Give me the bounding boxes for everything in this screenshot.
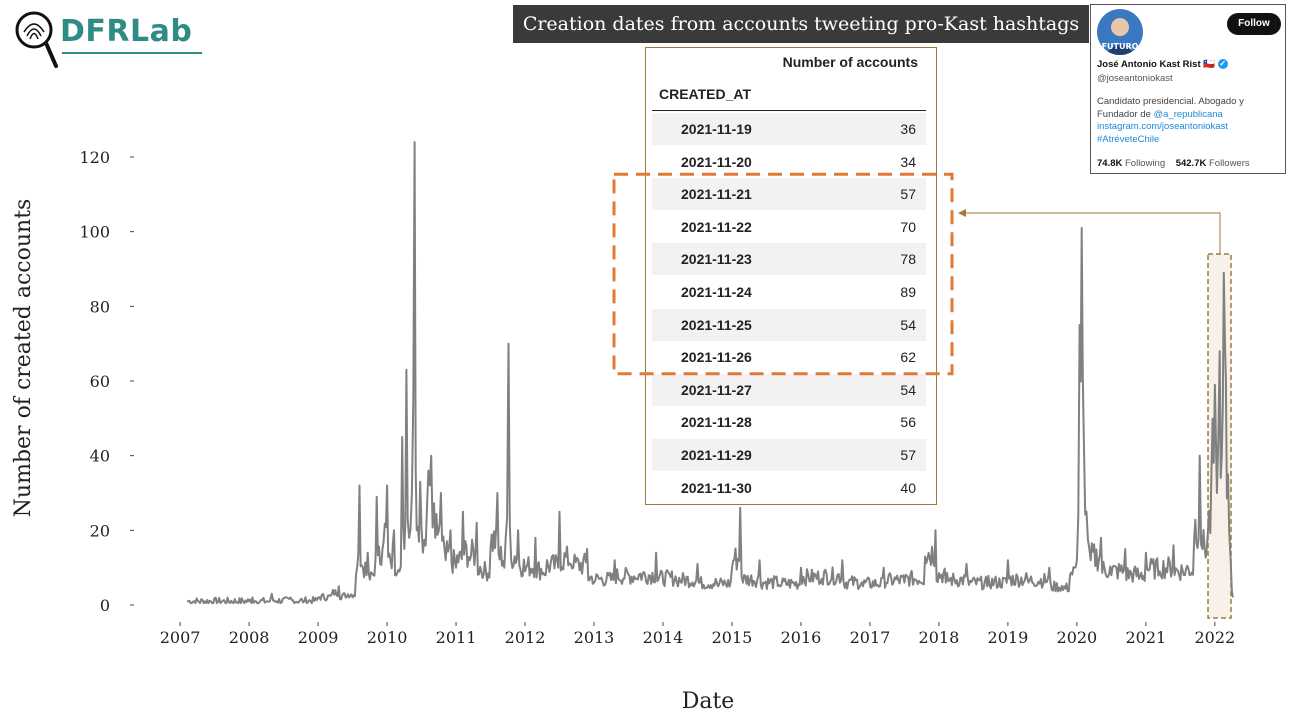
following-count[interactable]: 74.8K: [1097, 158, 1123, 169]
table-cell-value: 34: [900, 153, 916, 170]
logo-underline: [62, 52, 202, 54]
y-tick-label: 40: [90, 447, 110, 466]
profile-handle: @joseantoniokast: [1097, 73, 1173, 84]
bio-hashtag-link[interactable]: #AtréveteChile: [1097, 133, 1160, 145]
table-header-index: CREATED_AT: [659, 86, 752, 102]
avatar-text: FUTURO: [1102, 42, 1139, 51]
x-tick-label: 2008: [229, 628, 270, 647]
table-cell-value: 70: [900, 218, 916, 235]
series-line: [187, 141, 1234, 605]
table-row: 2021-11-20 34: [652, 146, 926, 178]
verified-badge-icon: ✓: [1217, 59, 1228, 70]
table-cell-date: 2021-11-25: [681, 316, 752, 333]
table-cell-value: 56: [900, 414, 916, 431]
y-axis: 0 20 40 60 80 100 120: [79, 148, 134, 615]
x-tick-label: 2010: [367, 628, 408, 647]
table-cell-value: 62: [900, 349, 916, 366]
profile-name: José Antonio Kast Rist 🇨🇱 ✓: [1097, 59, 1228, 70]
table-cell-value: 57: [900, 186, 916, 203]
dfrlab-logo: DFRLab: [12, 8, 202, 72]
table-header-rule: [652, 110, 926, 111]
x-tick-label: 2011: [436, 628, 477, 647]
table-cell-date: 2021-11-22: [681, 218, 752, 235]
table-row: 2021-11-24 89: [652, 276, 926, 308]
x-tick-label: 2021: [1126, 628, 1167, 647]
chart-title-banner: Creation dates from accounts tweeting pr…: [513, 5, 1089, 43]
table-cell-date: 2021-11-27: [681, 381, 752, 398]
bio-line-2: Fundador de: [1097, 108, 1151, 120]
table-cell-value: 54: [900, 316, 916, 333]
twitter-profile-card: FUTURO Follow José Antonio Kast Rist 🇨🇱 …: [1090, 4, 1286, 174]
table-row: 2021-11-27 54: [652, 373, 926, 406]
table-row: 2021-11-28 56: [652, 406, 926, 438]
arrow-head: [958, 209, 966, 217]
followers-count[interactable]: 542.7K: [1175, 158, 1207, 169]
profile-bio: Candidato presidencial. Abogado y Fundad…: [1097, 96, 1283, 146]
bio-instagram-link[interactable]: instagram.com/joseantoniokast: [1097, 121, 1228, 132]
table-cell-date: 2021-11-30: [681, 479, 752, 496]
x-tick-label: 2012: [505, 628, 546, 647]
x-tick-label: 2016: [781, 628, 822, 647]
profile-stats: 74.8K Following 542.7K Followers: [1097, 158, 1250, 169]
x-tick-label: 2018: [919, 628, 960, 647]
table-row: 2021-11-23 78: [652, 243, 926, 276]
table-header-value: Number of accounts: [782, 54, 918, 70]
table-row: 2021-11-29 57: [652, 439, 926, 471]
connector-arrow: [965, 212, 1221, 254]
table-cell-date: 2021-11-28: [681, 414, 752, 431]
table-row: 2021-11-21 57: [652, 178, 926, 211]
table-cell-value: 78: [900, 251, 916, 268]
follow-button[interactable]: Follow: [1227, 13, 1281, 35]
table-row: 2021-11-26 62: [652, 341, 926, 373]
table-cell-value: 40: [900, 479, 916, 496]
table-cell-date: 2021-11-21: [681, 186, 752, 203]
table-cell-date: 2021-11-20: [681, 153, 752, 170]
table-cell-date: 2021-11-29: [681, 447, 752, 463]
table-cell-date: 2021-11-26: [681, 349, 752, 366]
x-axis: 2007 2008 2009 2010 2011 2012 2013 2014 2015 2016…: [160, 622, 1235, 647]
logo-text: DFRLab: [60, 14, 193, 49]
table-row: 2021-11-19 36: [652, 113, 926, 145]
x-axis-label: Date: [682, 689, 735, 714]
followers-label: Followers: [1208, 158, 1250, 169]
table-cell-date: 2021-11-19: [681, 121, 752, 137]
y-tick-label: 0: [100, 596, 110, 615]
x-tick-label: 2014: [643, 628, 684, 647]
bio-line-1: Candidato presidencial. Abogado y: [1097, 96, 1244, 107]
following-label: Following: [1125, 158, 1166, 169]
x-tick-label: 2007: [160, 628, 201, 647]
x-tick-label: 2015: [712, 628, 753, 647]
table-cell-value: 36: [900, 121, 916, 137]
table-cell-date: 2021-11-24: [681, 284, 752, 300]
table-row: 2021-11-25 54: [652, 308, 926, 341]
x-tick-label: 2020: [1057, 628, 1098, 647]
table-cell-value: 89: [900, 284, 916, 300]
data-table: Number of accounts CREATED_AT 2021-11-19…: [645, 47, 937, 505]
x-tick-label: 2022: [1194, 628, 1235, 647]
x-tick-label: 2019: [988, 628, 1029, 647]
avatar-icon[interactable]: FUTURO: [1097, 9, 1143, 55]
fingerprint-magnifier-icon: [15, 11, 58, 68]
table-cell-date: 2021-11-23: [681, 251, 752, 268]
x-tick-label: 2009: [298, 628, 339, 647]
y-tick-label: 20: [90, 521, 110, 540]
y-tick-label: 80: [90, 297, 110, 316]
y-axis-label: Number of created accounts: [11, 199, 36, 518]
x-tick-label: 2013: [574, 628, 615, 647]
y-tick-label: 100: [79, 223, 110, 242]
table-row: 2021-11-30 40: [652, 472, 926, 504]
bio-mention-link[interactable]: @a_republicana: [1153, 108, 1223, 120]
profile-name-text: José Antonio Kast Rist 🇨🇱: [1097, 59, 1216, 70]
table-cell-value: 57: [900, 447, 916, 463]
table-cell-value: 54: [900, 381, 916, 398]
x-tick-label: 2017: [850, 628, 891, 647]
table-row: 2021-11-22 70: [652, 211, 926, 243]
y-tick-label: 60: [90, 372, 110, 391]
y-tick-label: 120: [79, 148, 110, 167]
